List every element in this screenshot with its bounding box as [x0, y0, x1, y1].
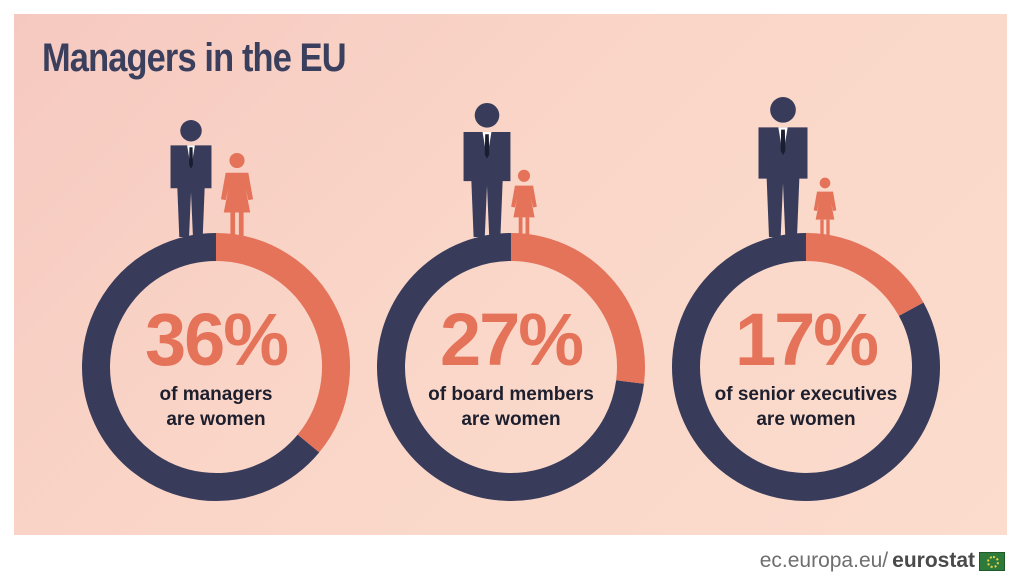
donut-chart-1: 36% of managers are women — [82, 120, 350, 501]
slice-men — [377, 233, 644, 501]
infographic-panel — [14, 14, 1007, 535]
caption-line: of managers — [160, 384, 273, 405]
man-icon — [463, 103, 511, 237]
slice-women — [805, 233, 924, 317]
slice-women — [510, 233, 645, 384]
caption-line: of senior executives — [715, 384, 898, 405]
source-brand: eurostat — [892, 549, 975, 572]
percentage-label: 27% — [440, 298, 582, 381]
eu-flag-icon — [979, 551, 1005, 571]
page-title: Managers in the EU — [42, 36, 347, 80]
caption-line: are women — [166, 409, 265, 430]
woman-icon — [813, 177, 837, 237]
percentage-label: 17% — [735, 298, 877, 381]
slice-men — [82, 233, 320, 501]
slice-women — [215, 233, 350, 453]
caption-line: are women — [756, 409, 855, 430]
man-icon — [170, 120, 212, 237]
donut-chart-2: 27% of board members are women — [377, 103, 645, 501]
caption-line: are women — [461, 409, 560, 430]
slice-men — [672, 233, 940, 501]
donut-chart-3: 17% of senior executives are women — [672, 97, 940, 501]
woman-icon — [220, 152, 254, 237]
source-url: ec.europa.eu/ — [759, 549, 889, 572]
woman-icon — [511, 169, 537, 237]
source-credit: ec.europa.eu/eurostat — [760, 547, 1005, 575]
percentage-label: 36% — [145, 298, 287, 381]
caption-line: of board members — [428, 384, 594, 405]
man-icon — [758, 97, 808, 237]
